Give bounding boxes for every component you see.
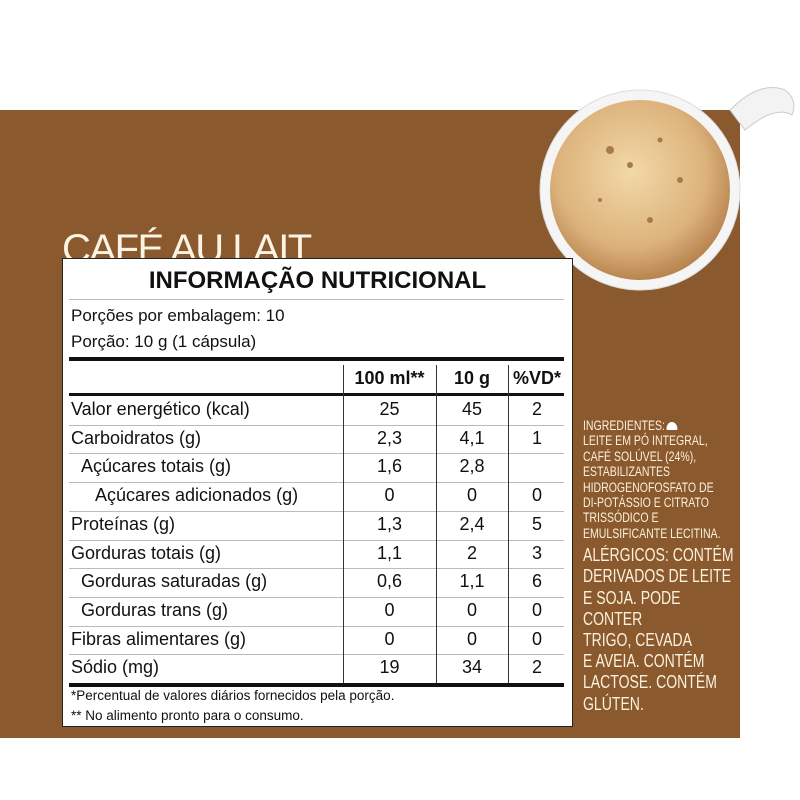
value-vd: 3: [531, 542, 542, 563]
divider: [69, 299, 564, 300]
value-10g: 2,8: [459, 456, 485, 477]
value-100ml: 0: [384, 628, 395, 649]
table-row: Proteínas (g) 1,3 2,4 5: [69, 511, 564, 540]
ingredients-line: ESTABILIZANTES: [583, 464, 670, 480]
servings-per-package: Porções por embalagem: 10: [71, 306, 285, 325]
table-title: INFORMAÇÃO NUTRICIONAL: [148, 267, 487, 294]
table-row: Sódio (mg) 19 34 2: [69, 654, 564, 683]
value-100ml: 25: [379, 399, 400, 419]
value-vd: 2: [531, 657, 542, 678]
value-vd: 1: [531, 427, 542, 448]
nutrient-label: Carboidratos (g): [71, 427, 202, 448]
nutrient-label: Fibras alimentares (g): [71, 628, 247, 649]
coffee-cup-image: [539, 87, 795, 291]
row-divider: [69, 596, 564, 598]
ingredients-line: DI-POTÁSSIO E CITRATO: [583, 495, 709, 511]
allergens-line: DERIVADOS DE LEITE: [583, 566, 731, 587]
value-100ml: 0: [384, 485, 395, 506]
ingredients-label: INGREDIENTES:: [583, 418, 665, 433]
row-divider: [69, 625, 564, 627]
value-100ml: 0,6: [376, 571, 403, 592]
value-10g: 4,1: [459, 427, 485, 448]
value-100ml: 2,3: [376, 427, 403, 448]
ingredients-line: CAFÉ SOLÚVEL (24%),: [583, 448, 697, 464]
value-vd: 0: [531, 628, 542, 649]
column-divider: [508, 365, 509, 684]
value-100ml: 1,6: [376, 456, 403, 477]
row-divider: [69, 482, 564, 484]
table-row: Fibras alimentares (g) 0 0 0: [69, 626, 564, 655]
table-row: Açúcares adicionados (g) 0 0 0: [69, 482, 564, 511]
value-10g: 0: [466, 628, 477, 649]
allergens-line: E SOJA. PODE CONTER: [583, 587, 681, 629]
header-vd: %VD*: [512, 368, 561, 388]
value-100ml: 1,3: [376, 513, 403, 534]
value-vd: 0: [531, 599, 542, 620]
value-vd: 6: [531, 571, 542, 592]
nutrient-label: Valor energético (kcal): [71, 399, 250, 419]
thick-divider: [69, 393, 564, 396]
table-row: Açúcares totais (g) 1,6 2,8: [69, 453, 564, 482]
value-10g: 2: [466, 542, 477, 563]
row-divider: [69, 424, 564, 426]
column-divider: [436, 365, 437, 684]
table-row: Gorduras saturadas (g) 0,6 1,1 6: [69, 568, 564, 597]
thick-divider: [69, 357, 564, 361]
ingredients-line: EMULSIFICANTE LECITINA.: [583, 525, 721, 541]
row-divider: [69, 539, 564, 541]
nutrient-label: Açúcares totais (g): [81, 456, 232, 477]
allergens-line: ALÉRGICOS: CONTÉM: [583, 545, 734, 566]
value-vd: 5: [531, 513, 542, 534]
table-row: Gorduras totais (g) 1,1 2 3: [69, 540, 564, 569]
allergens-line: GLÚTEN.: [583, 693, 644, 714]
ingredients-line: TRISSÓDICO E: [583, 510, 659, 526]
row-divider: [69, 568, 564, 570]
footnote: ** No alimento pronto para o consumo.: [71, 708, 304, 723]
nutrient-label: Sódio (mg): [71, 657, 160, 678]
row-divider: [69, 654, 564, 656]
value-100ml: 19: [379, 657, 400, 678]
ingredients-line: LEITE EM PÓ INTEGRAL,: [583, 433, 708, 449]
ingredients-line: HIDROGENOFOSFATO DE: [583, 479, 714, 495]
nutrient-label: Proteínas (g): [71, 513, 176, 534]
table-row: Carboidratos (g) 2,3 4,1 1: [69, 425, 564, 454]
value-100ml: 1,1: [376, 542, 403, 563]
value-10g: 34: [461, 657, 483, 678]
allergens-line: TRIGO, CEVADA: [583, 630, 692, 651]
value-vd: 0: [531, 485, 542, 506]
nutrient-label: Açúcares adicionados (g): [95, 485, 299, 506]
ingredients-block: INGREDIENTES: LEITE EM PÓ INTEGRAL, CAFÉ …: [583, 418, 739, 715]
table-row: Gorduras trans (g) 0 0 0: [69, 597, 564, 626]
value-10g: 2,4: [459, 513, 485, 534]
value-100ml: 0: [384, 599, 395, 620]
footnote: *Percentual de valores diários fornecido…: [71, 688, 395, 703]
allergens-line: LACTOSE. CONTÉM: [583, 672, 717, 693]
column-divider: [343, 365, 344, 684]
allergens-line: E AVEIA. CONTÉM: [583, 651, 705, 672]
header-100ml: 100 ml**: [354, 368, 425, 388]
nutrient-label: Gorduras saturadas (g): [81, 571, 268, 592]
row-divider: [69, 510, 564, 512]
value-vd: 2: [531, 399, 542, 419]
table-row: Valor energético (kcal) 25 45 2: [69, 396, 564, 425]
value-10g: 0: [466, 485, 477, 506]
value-10g: 45: [461, 399, 483, 419]
nutrition-facts-table: INFORMAÇÃO NUTRICIONAL Porções por embal…: [62, 258, 573, 727]
serving-size: Porção: 10 g (1 cápsula): [71, 332, 257, 351]
header-10g: 10 g: [453, 368, 491, 388]
thick-divider: [69, 683, 564, 687]
capsule-icon: [666, 422, 678, 430]
row-divider: [69, 453, 564, 455]
value-10g: 0: [466, 599, 477, 620]
nutrient-label: Gorduras totais (g): [71, 542, 222, 563]
nutrient-label: Gorduras trans (g): [81, 599, 229, 620]
table-header-row: 100 ml** 10 g %VD*: [69, 365, 564, 394]
value-10g: 1,1: [459, 571, 485, 592]
